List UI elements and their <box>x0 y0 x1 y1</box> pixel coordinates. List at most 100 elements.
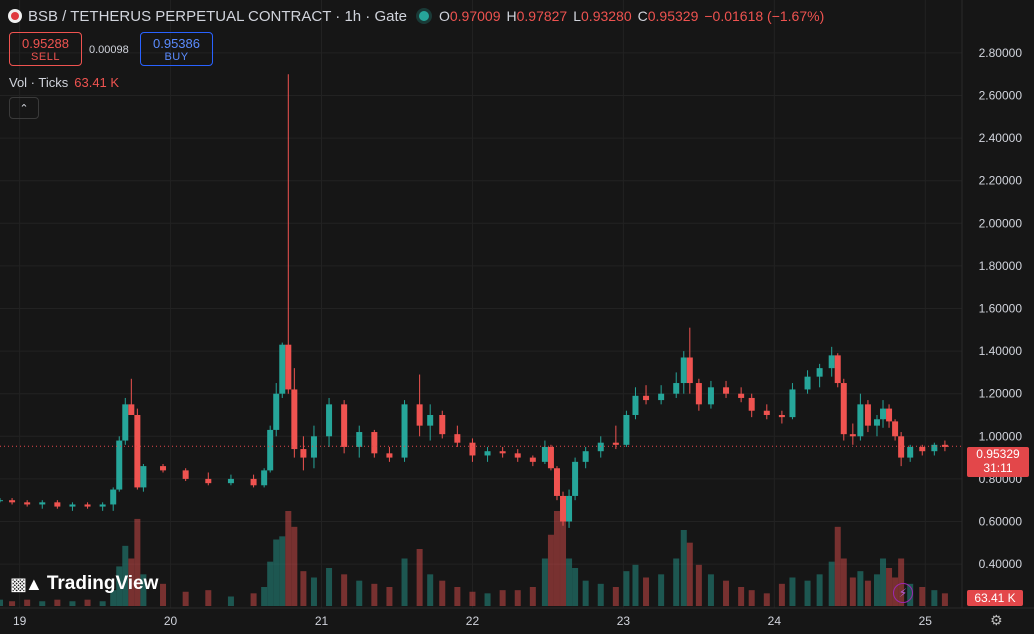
volume-bar <box>723 580 730 606</box>
candle-body <box>160 466 167 471</box>
volume-bar <box>804 580 811 606</box>
sell-button[interactable]: 0.95288 SELL <box>9 32 82 66</box>
brand-name: TradingView <box>46 573 159 594</box>
candle-body <box>597 442 604 452</box>
volume-bar <box>279 536 286 606</box>
volume-bar <box>857 571 864 606</box>
volume-bar <box>834 526 841 606</box>
candle-body <box>427 414 434 426</box>
candle-body <box>623 414 630 445</box>
price-axis[interactable]: 2.80000 2.60000 2.40000 2.20000 2.00000 1.800… <box>961 0 1034 634</box>
volume-bar <box>873 574 880 606</box>
lightning-icon[interactable]: ⚡ <box>893 583 913 603</box>
time-tick-label: 19 <box>13 614 27 628</box>
candle-body <box>864 404 871 426</box>
candle-body <box>279 344 286 394</box>
candle-body <box>261 470 268 486</box>
volume-bar <box>261 587 268 606</box>
candle-body <box>310 436 317 458</box>
low-value: 0.93280 <box>581 8 632 24</box>
volume-bar <box>285 511 292 606</box>
volume-bar <box>658 574 665 606</box>
candle-body <box>122 404 129 441</box>
volume-bar <box>778 583 785 606</box>
high-label: H <box>506 8 517 24</box>
candle-body <box>9 500 16 503</box>
volume-bar <box>840 558 847 606</box>
market-open-status-icon <box>418 11 429 21</box>
countdown-value: 31:11 <box>983 461 1013 475</box>
candle-body <box>857 404 864 437</box>
last-price-label: 0.95329 31:11 <box>967 447 1029 477</box>
price-tick-label: 1.20000 <box>979 387 1023 401</box>
price-tick-label: 0.40000 <box>979 557 1023 571</box>
candle-body <box>816 368 823 377</box>
candle-body <box>401 404 408 458</box>
open-label: O <box>438 8 450 24</box>
volume-bar <box>427 574 434 606</box>
candle-body <box>553 468 560 496</box>
time-tick-label: 20 <box>164 614 178 628</box>
volume-bar <box>0 599 3 606</box>
candle-body <box>686 357 693 384</box>
symbol-title[interactable]: BSB / TETHERUS PERPETUAL CONTRACT · 1h ·… <box>28 7 407 25</box>
candle-body <box>892 421 899 437</box>
candle-body <box>529 457 536 462</box>
volume-bars <box>0 511 948 606</box>
volume-legend[interactable]: Vol · Ticks 63.41 K <box>9 75 119 90</box>
volume-bar <box>386 587 393 606</box>
volume-bar <box>612 587 619 606</box>
candle-body <box>763 410 770 415</box>
volume-bar <box>300 571 307 606</box>
volume-bar <box>69 601 76 606</box>
candle-body <box>386 453 393 458</box>
candle-body <box>849 434 856 437</box>
volume-bar <box>816 574 823 606</box>
volume-bar <box>205 590 212 606</box>
candle-body <box>128 404 135 415</box>
chart-header: BSB / TETHERUS PERPETUAL CONTRACT · 1h ·… <box>8 6 824 26</box>
volume-bar <box>110 590 117 606</box>
volume-bar <box>553 511 560 606</box>
volume-bar <box>547 534 554 606</box>
volume-bar <box>886 568 893 606</box>
settings-gear-icon[interactable]: ⚙ <box>990 612 1003 628</box>
candle-body <box>84 504 91 507</box>
candle-body <box>547 446 554 469</box>
candle-body <box>840 383 847 435</box>
volume-bar <box>541 558 548 606</box>
buy-button[interactable]: 0.95386 BUY <box>140 32 213 66</box>
volume-bar <box>454 587 461 606</box>
buy-price: 0.95386 <box>153 36 200 51</box>
volume-bar <box>122 545 129 606</box>
volume-bar <box>707 574 714 606</box>
price-tick-label: 2.00000 <box>979 216 1023 230</box>
volume-bar <box>341 574 348 606</box>
volume-bar <box>499 590 506 606</box>
volume-bar <box>763 593 770 606</box>
candle-body <box>723 387 730 394</box>
volume-bar <box>738 587 745 606</box>
candle-body <box>134 414 141 488</box>
candle-body <box>24 502 31 505</box>
spread-value: 0.00098 <box>89 44 129 56</box>
volume-bar <box>748 590 755 606</box>
volume-legend-value: 63.41 K <box>74 75 120 90</box>
candle-body <box>738 393 745 398</box>
candle-body <box>140 466 147 488</box>
candle-body <box>291 389 298 450</box>
collapse-legend-button[interactable]: ⌃ <box>9 97 39 119</box>
candle-body <box>886 408 893 422</box>
candle-body <box>873 419 880 426</box>
candle-body <box>834 355 841 384</box>
candle-body <box>39 502 46 505</box>
volume-bar <box>439 580 446 606</box>
volume-bar <box>898 558 905 606</box>
close-label: C <box>637 8 648 24</box>
candle-body <box>572 461 579 496</box>
candle-body <box>341 404 348 447</box>
price-tick-label: 2.20000 <box>979 174 1023 188</box>
volume-bar <box>273 539 280 606</box>
time-axis[interactable]: 19 20 21 22 23 24 25 <box>0 607 1034 628</box>
